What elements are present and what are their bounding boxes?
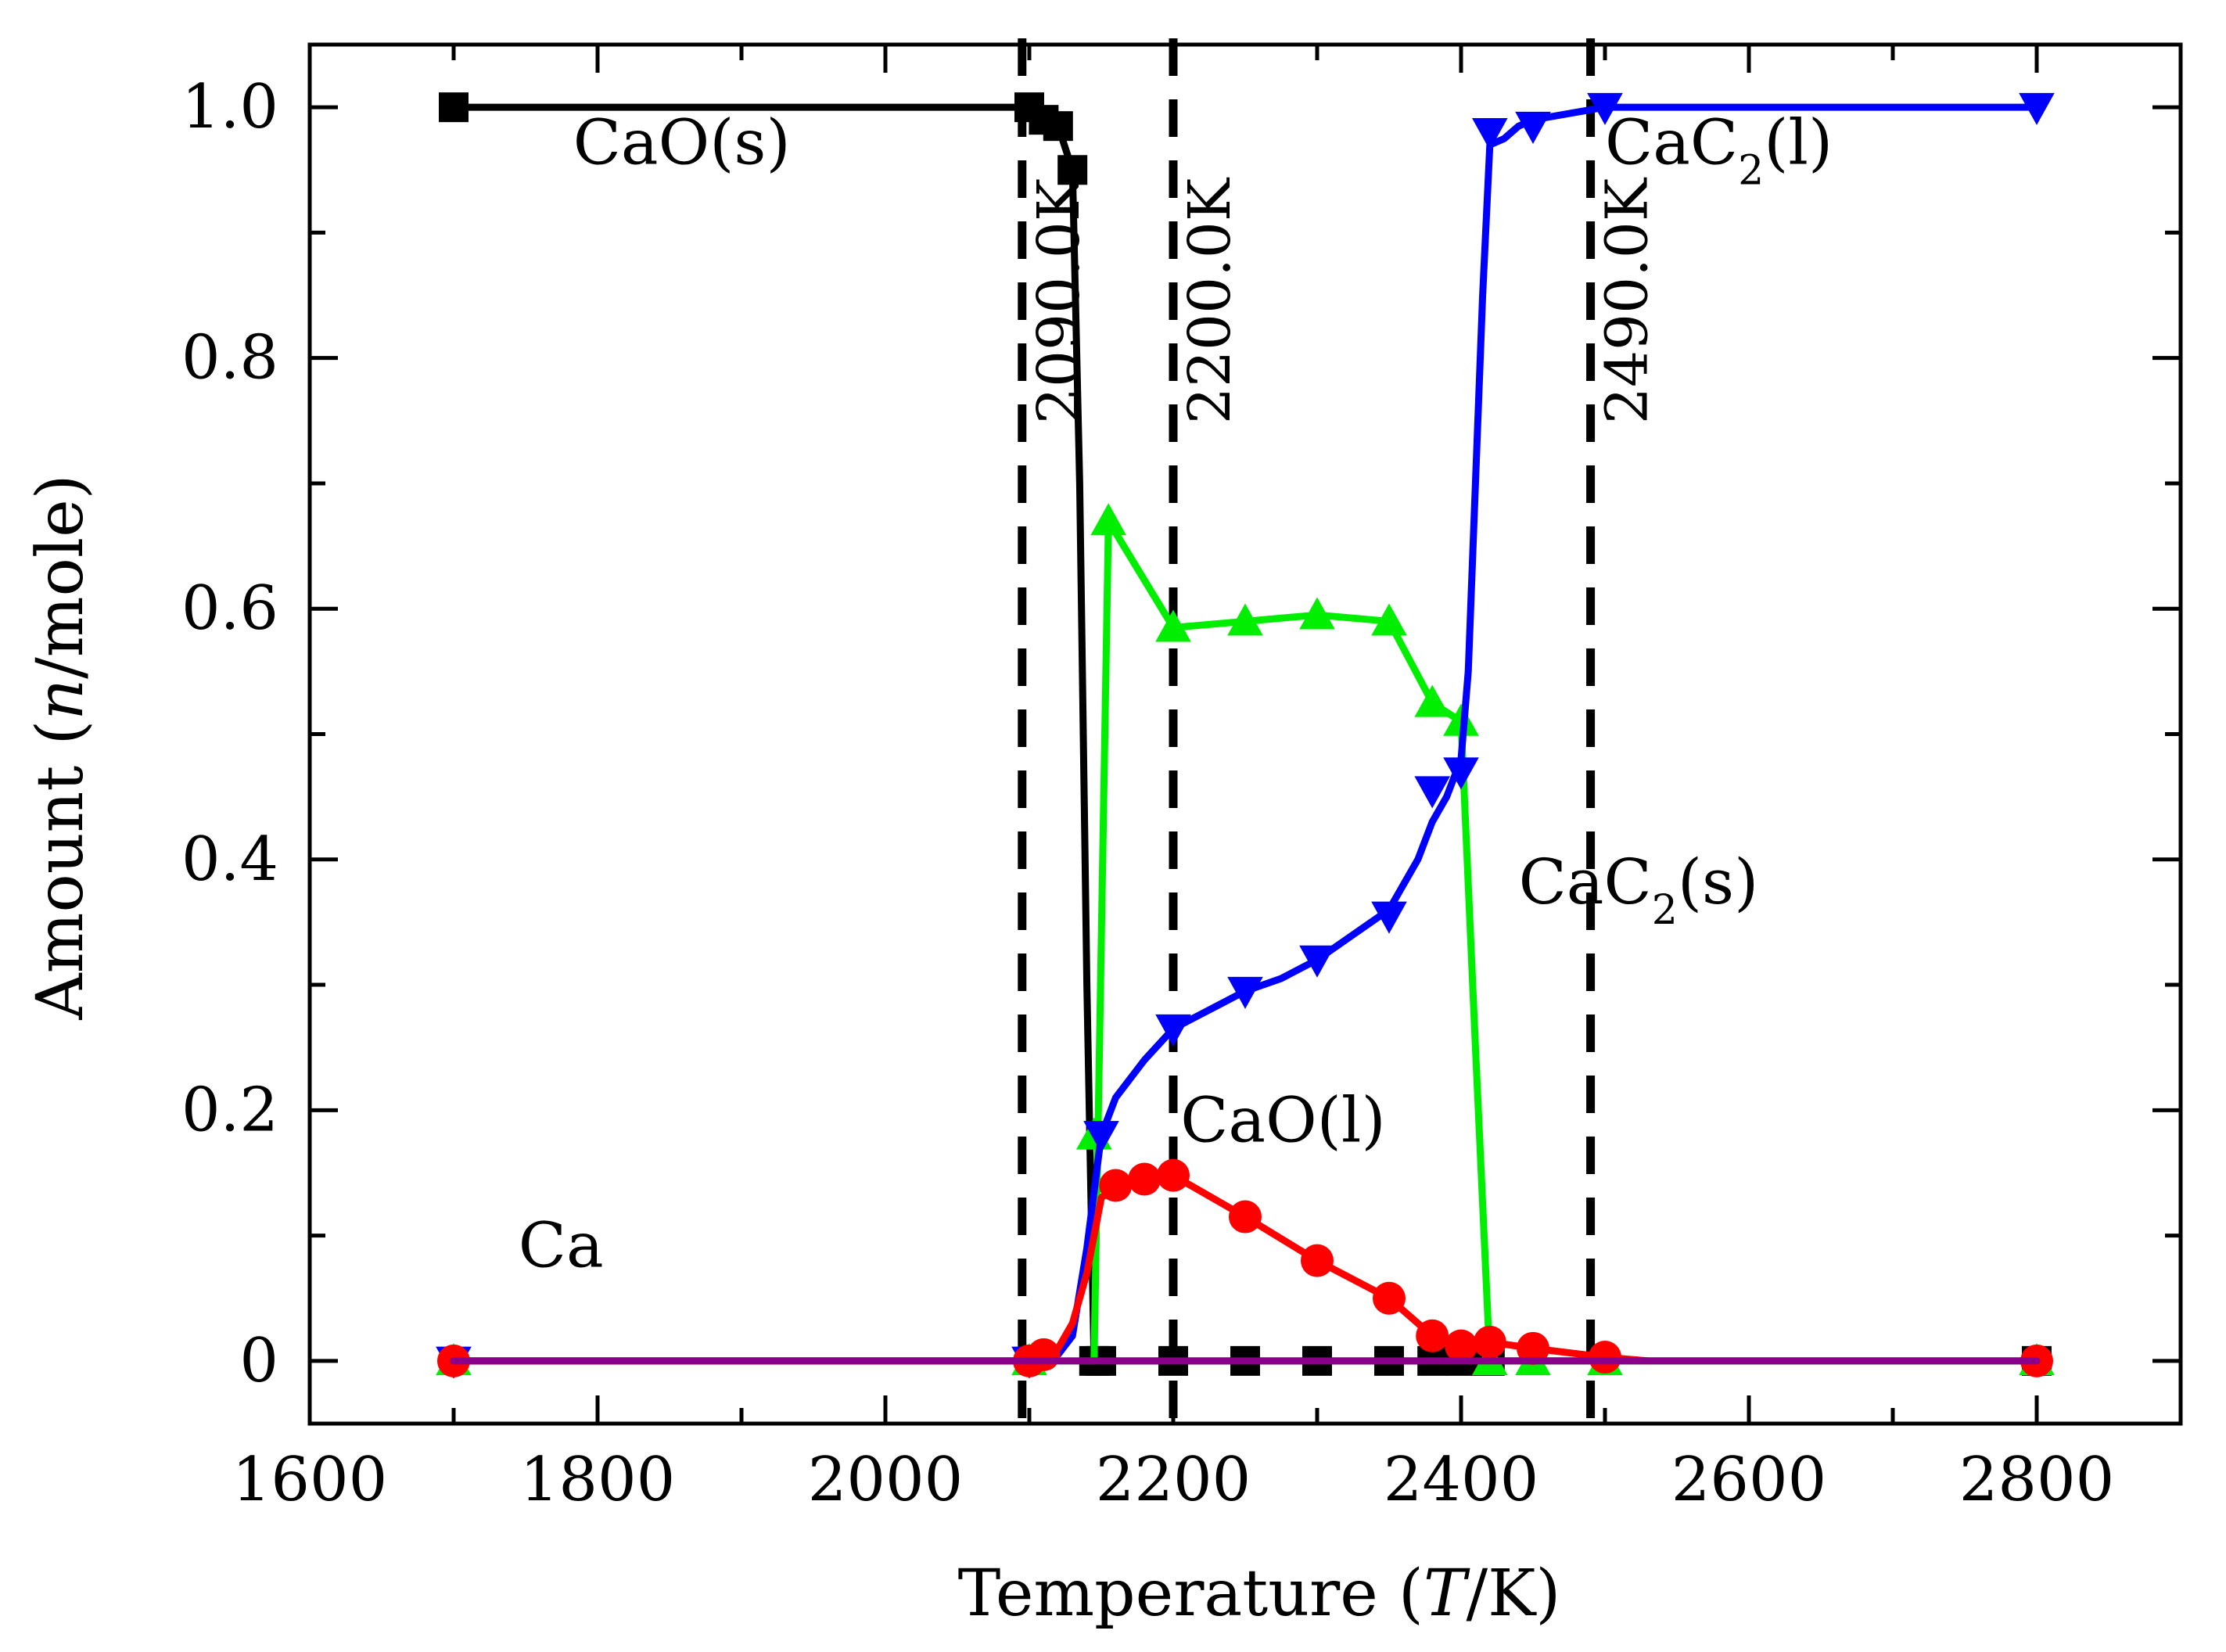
series-label: CaC2(s) [1519,846,1759,934]
y-tick-label: 0.2 [181,1075,278,1145]
series-line [450,103,2041,1365]
x-tick-label: 1800 [520,1445,676,1515]
y-tick-label: 0.8 [181,323,278,393]
data-point-marker [1371,603,1407,636]
vertical-line-label: 2200.0K [1176,177,1244,424]
data-point-marker [1445,1329,1477,1363]
data-point-marker [1229,1200,1262,1234]
y-tick-label: 0.4 [181,824,278,895]
vertical-line-label: 2090.0K [1025,177,1093,424]
data-point-marker [1043,111,1073,142]
data-point-marker [1473,1325,1506,1359]
x-tick-label: 2400 [1384,1445,1539,1515]
data-point-marker [1299,945,1335,978]
x-tick-label: 1600 [232,1445,388,1515]
data-point-marker [1057,155,1088,185]
data-point-marker [1099,1169,1133,1202]
data-point-marker [1587,92,1623,125]
series-label: CaO(l) [1180,1083,1386,1156]
series-label: CaC2(l) [1605,106,1833,194]
data-point-marker [2019,92,2055,125]
series-label: Ca [519,1209,604,1282]
data-point-marker [1128,1162,1161,1196]
data-point-marker [1414,776,1450,809]
vertical-reference-lines: 2090.0K 2200.0K 2490.0K [1018,38,1661,1431]
vertical-line-label: 2490.0K [1594,177,1661,424]
data-point-marker [1227,976,1263,1009]
x-tick-label: 2800 [1959,1445,2115,1515]
data-point-marker [1589,1341,1621,1374]
data-point-marker [1155,1014,1191,1047]
series-line [450,517,2041,1365]
data-point-marker [1299,597,1335,630]
series-cao-l- [437,1158,2053,1377]
data-point-marker [1517,1331,1549,1365]
series-labels: CaO(s) CaC2(s) CaC2(l) CaO(l) Ca [519,106,1833,1281]
x-tick-label: 2600 [1671,1445,1827,1515]
data-point-marker [1157,1158,1190,1192]
axis-ticks: 1600 1800 2000 2200 2400 2600 2800 0 0.2 0.4 0.6 0.… [181,45,2183,1515]
data-point-marker [1301,1244,1334,1277]
data-point-marker [1083,1121,1119,1154]
y-tick-label: 1.0 [181,72,278,142]
data-point-marker [1090,503,1126,536]
y-tick-label: 0 [239,1326,278,1396]
x-tick-label: 2000 [808,1445,964,1515]
y-axis-title: Amount (n/mole) [23,474,98,1020]
data-point-marker [1443,757,1479,790]
data-point-marker [1371,901,1407,934]
data-point-marker [1155,609,1191,642]
data-point-marker [1027,1338,1061,1371]
x-axis-title: Temperature (T/K) [958,1557,1561,1631]
data-point-marker [1416,1319,1449,1352]
data-point-marker [1414,684,1450,717]
y-tick-label: 0.6 [181,573,278,644]
data-point-marker [1227,603,1263,636]
data-point-marker [439,92,469,123]
series-cao-s- [439,92,2052,1376]
series-cac2-s- [436,503,2055,1376]
data-point-marker [1472,117,1508,150]
data-series [436,92,2055,1379]
x-tick-label: 2200 [1096,1445,1251,1515]
data-point-marker [1515,111,1551,144]
series-cac2-l- [436,92,2055,1379]
series-line [450,103,2041,1365]
series-label: CaO(s) [573,106,791,178]
data-point-marker [1373,1281,1406,1315]
